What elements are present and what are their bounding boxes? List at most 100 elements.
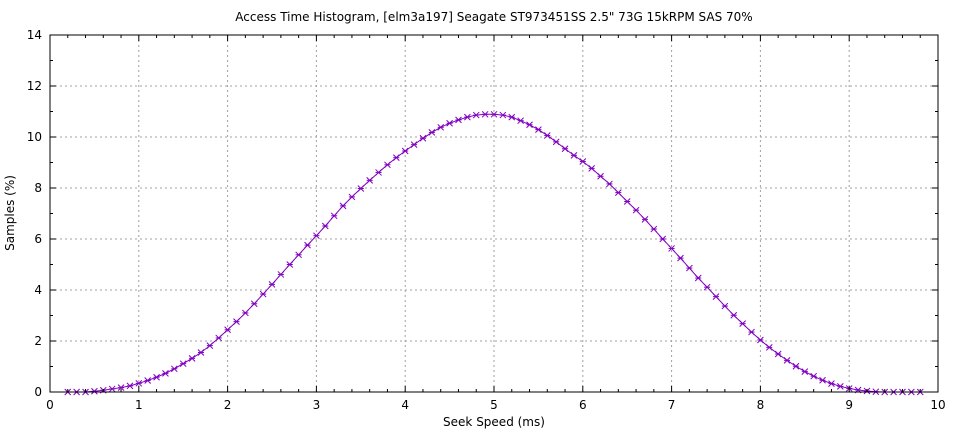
data-point [206,342,214,349]
data-point [499,111,507,119]
data-point [242,309,249,317]
data-point [694,274,702,282]
data-point [117,384,125,392]
data-point [419,134,427,142]
x-tick-label: 8 [757,398,765,412]
data-point [552,138,560,146]
x-tick-label: 7 [668,398,676,412]
data-point [108,385,116,393]
data-point [472,111,480,119]
data-point [179,360,187,368]
data-point [614,189,622,196]
data-point [446,119,453,127]
x-tick-label: 2 [224,398,232,412]
x-tick-label: 10 [930,398,945,412]
data-point [792,362,800,370]
grid-lines [50,35,938,392]
data-point [455,116,462,124]
x-tick-label: 3 [313,398,321,412]
data-point [224,326,231,334]
data-point [410,141,418,149]
data-point [677,254,684,262]
y-tick-label: 14 [27,28,42,42]
data-point [330,212,338,220]
data-point [570,152,578,159]
y-tick-label: 10 [27,130,42,144]
data-point [392,154,400,162]
x-tick-label: 4 [401,398,409,412]
x-axis-label: Seek Speed (ms) [443,415,545,429]
data-point [277,271,285,278]
y-tick-label: 6 [34,232,42,246]
data-point [686,264,693,272]
data-point [490,110,498,118]
y-axis-label: Samples (%) [3,175,17,251]
data-point [215,334,223,342]
data-point [659,235,667,243]
data-point [588,165,596,172]
data-point [730,311,738,319]
y-tick-label: 8 [34,181,42,195]
data-point [126,382,134,390]
data-point [375,169,382,176]
data-point [801,368,809,375]
data-point [366,176,374,184]
data-point [259,290,267,298]
y-tick-label: 12 [27,79,42,93]
data-point [233,318,240,325]
data-point [668,245,675,252]
data-point [739,320,746,328]
data-point [543,132,551,139]
data-point [810,372,818,380]
data-point [650,225,658,233]
data-point [464,113,471,121]
data-point [606,180,613,188]
y-tick-label: 2 [34,334,42,348]
data-point [836,383,844,390]
x-tick-label: 1 [135,398,143,412]
data-point [135,379,143,387]
data-point [623,198,631,205]
data-point [632,206,640,214]
data-point [481,110,489,118]
data-point [250,300,258,308]
data-point [597,172,604,180]
data-point [819,376,826,384]
data-point [526,121,533,129]
data-point [268,281,276,288]
data-point [765,344,773,351]
y-tick-label: 0 [34,385,42,399]
data-point [579,158,587,165]
data-point [170,365,178,373]
x-tick-label: 0 [46,398,54,412]
data-point [517,117,524,125]
x-tick-label: 9 [845,398,853,412]
data-point [144,377,152,384]
data-point [774,350,782,358]
x-tick-label: 5 [490,398,498,412]
data-point [304,241,311,249]
data-point [828,380,835,387]
data-point [428,129,436,136]
data-point [197,349,205,356]
data-point [748,328,755,336]
data-point [535,126,542,133]
data-point [357,185,365,192]
data-point [384,161,391,169]
plot-series [64,110,924,396]
data-point [508,113,516,121]
data-point [703,283,711,291]
y-tick-label: 4 [34,283,42,297]
data-point [321,222,329,230]
data-point [401,147,409,155]
x-tick-label: 6 [579,398,587,412]
data-point [721,302,729,310]
data-point [437,123,445,131]
data-point [295,251,302,259]
data-point [188,354,196,362]
data-point [286,261,294,268]
data-point [641,216,649,223]
data-point [712,293,720,300]
